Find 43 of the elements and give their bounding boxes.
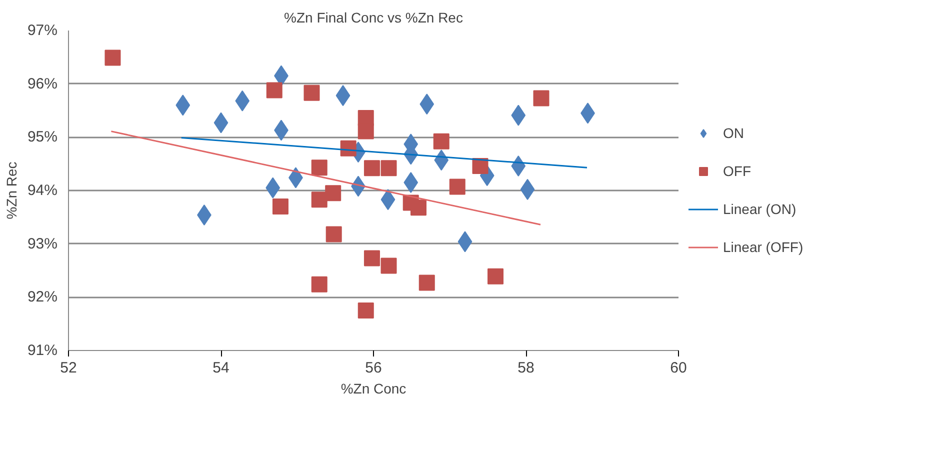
point <box>326 226 342 242</box>
point <box>266 82 282 98</box>
chart-title: %Zn Final Conc vs %Zn Rec <box>284 10 463 26</box>
point <box>311 160 328 176</box>
y-tick-label: 91% <box>27 342 58 359</box>
point <box>380 258 397 274</box>
point <box>533 90 550 106</box>
point <box>325 185 342 202</box>
point <box>380 160 397 176</box>
point <box>418 274 435 291</box>
point <box>472 158 488 174</box>
y-tick-label: 96% <box>27 75 58 92</box>
y-tick-label: 95% <box>27 128 58 146</box>
x-axis-title: %Zn Conc <box>340 380 406 396</box>
x-tick-label: 52 <box>60 360 77 376</box>
point <box>488 268 504 284</box>
point <box>311 192 328 208</box>
point <box>433 133 450 150</box>
point <box>364 160 380 176</box>
point <box>404 172 418 193</box>
y-tick-label: 97% <box>27 22 58 39</box>
y-tick-label: 94% <box>27 182 58 199</box>
point <box>410 200 426 216</box>
point <box>304 84 320 101</box>
x-tick-label: 56 <box>365 360 382 376</box>
y-tick-label: 92% <box>27 288 58 306</box>
legend-label: Linear (ON) <box>723 201 796 217</box>
point <box>364 250 380 266</box>
legend-label: Linear (OFF) <box>723 239 804 255</box>
x-tick-label: 54 <box>212 360 230 376</box>
point <box>104 50 121 66</box>
point <box>340 140 356 156</box>
legend-label: ON <box>723 125 744 141</box>
x-tick-label: 58 <box>518 360 534 376</box>
point <box>358 123 374 140</box>
x-tick-label: 60 <box>670 360 687 376</box>
point <box>272 198 288 214</box>
y-axis-title: %Zn Rec <box>3 162 20 220</box>
point <box>358 302 374 318</box>
y-tick-label: 93% <box>27 235 58 252</box>
point <box>449 178 466 195</box>
point <box>311 276 328 292</box>
legend-label: OFF <box>723 163 751 179</box>
